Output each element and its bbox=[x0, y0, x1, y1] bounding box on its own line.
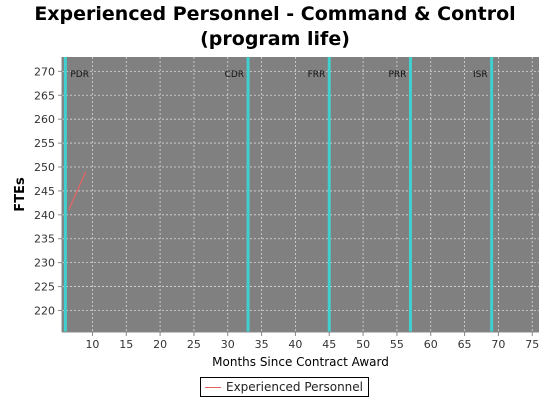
x-tick-label: 25 bbox=[187, 338, 201, 351]
milestones: PDR CDR FRR PRR ISR bbox=[63, 57, 494, 332]
y-tick-label: 240 bbox=[34, 209, 55, 222]
legend: Experienced Personnel bbox=[200, 377, 369, 397]
legend-swatch bbox=[205, 386, 221, 388]
axes: 10 15 20 25 30 35 40 45 50 55 60 65 70 75 220 225 230 235… bbox=[34, 57, 539, 351]
x-tick-label: 35 bbox=[255, 338, 269, 351]
x-tick-label: 10 bbox=[85, 338, 99, 351]
legend-label: Experienced Personnel bbox=[226, 380, 363, 394]
milestone-label: FRR bbox=[308, 70, 326, 80]
y-tick-label: 245 bbox=[34, 185, 55, 198]
y-tick-label: 255 bbox=[34, 137, 55, 150]
x-tick-label: 20 bbox=[153, 338, 167, 351]
y-tick-label: 220 bbox=[34, 304, 55, 317]
milestone-label: PRR bbox=[389, 70, 407, 80]
series-line bbox=[68, 171, 87, 211]
y-tick-label: 270 bbox=[34, 65, 55, 78]
x-tick-label: 45 bbox=[322, 338, 336, 351]
x-tick-label: 40 bbox=[288, 338, 302, 351]
chart-title: Experienced Personnel - Command & Contro… bbox=[0, 2, 550, 52]
y-tick-label: 225 bbox=[34, 281, 55, 294]
y-tick-label: 250 bbox=[34, 161, 55, 174]
y-tick-label: 230 bbox=[34, 257, 55, 270]
x-tick-label: 65 bbox=[458, 338, 472, 351]
x-tick-label: 55 bbox=[390, 338, 404, 351]
milestone-label: ISR bbox=[473, 70, 488, 80]
y-tick-label: 265 bbox=[34, 89, 55, 102]
y-tick-label: 235 bbox=[34, 233, 55, 246]
chart-title-line-2: (program life) bbox=[200, 28, 350, 50]
x-tick-label: 75 bbox=[525, 338, 539, 351]
y-tick-label: 260 bbox=[34, 113, 55, 126]
x-tick-label: 70 bbox=[491, 338, 505, 351]
x-tick-label: 30 bbox=[221, 338, 235, 351]
x-tick-label: 60 bbox=[424, 338, 438, 351]
x-tick-label: 15 bbox=[119, 338, 133, 351]
plot-area bbox=[62, 57, 539, 332]
chart-title-line-1: Experienced Personnel - Command & Contro… bbox=[34, 3, 516, 25]
y-axis-label: FTEs bbox=[13, 177, 28, 212]
series-layer bbox=[68, 171, 87, 211]
x-axis-label: Months Since Contract Award bbox=[212, 355, 389, 369]
x-tick-label: 50 bbox=[356, 338, 370, 351]
milestone-label: CDR bbox=[225, 70, 244, 80]
milestone-label: PDR bbox=[70, 70, 89, 80]
